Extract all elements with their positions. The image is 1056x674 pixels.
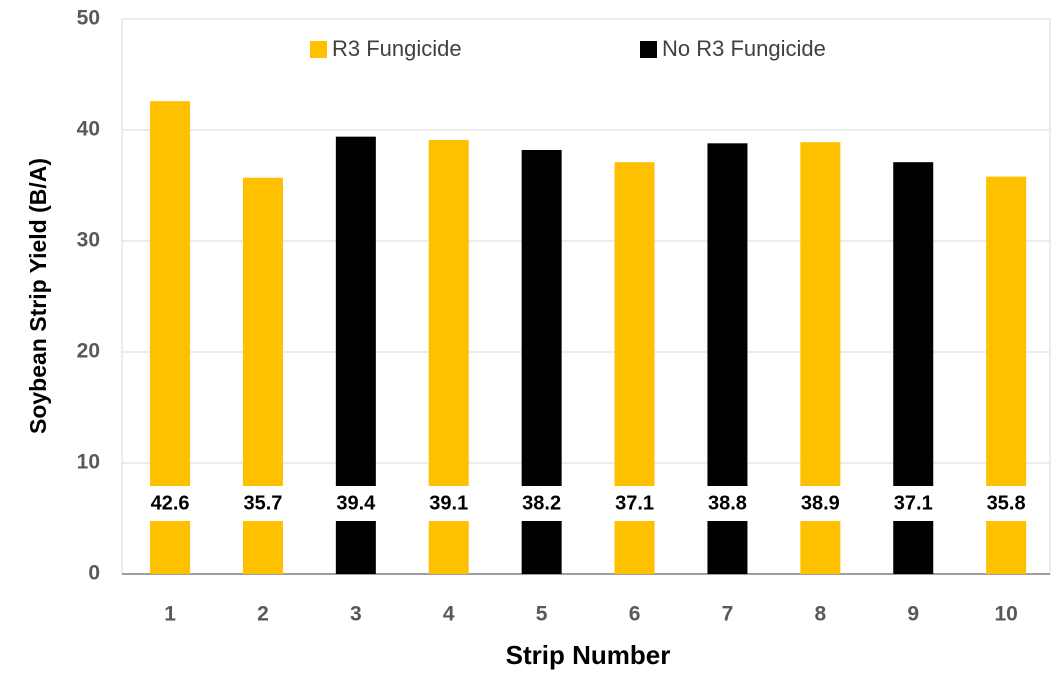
x-tick-label: 5 [536, 603, 548, 626]
legend-label: R3 Fungicide [332, 36, 462, 61]
y-tick-label: 0 [88, 562, 100, 585]
x-tick-label: 10 [994, 603, 1017, 626]
data-label: 37.1 [615, 492, 654, 514]
legend-swatch [310, 41, 327, 58]
data-label: 35.8 [987, 492, 1026, 514]
x-axis-title: Strip Number [506, 640, 671, 670]
x-tick-label: 2 [257, 603, 269, 626]
legend-swatch [640, 41, 657, 58]
x-tick-label: 4 [443, 603, 455, 626]
x-tick-label: 1 [164, 603, 176, 626]
data-label: 39.1 [429, 492, 468, 514]
data-label: 42.6 [151, 492, 190, 514]
y-tick-label: 10 [77, 451, 100, 474]
x-tick-label: 3 [350, 603, 362, 626]
data-label: 37.1 [894, 492, 933, 514]
y-tick-label: 20 [77, 340, 100, 363]
label-band [125, 486, 1045, 521]
y-tick-label: 50 [77, 7, 100, 30]
x-tick-label: 9 [907, 603, 919, 626]
y-tick-label: 30 [77, 229, 100, 252]
y-tick-label: 40 [77, 118, 100, 141]
x-tick-label: 8 [815, 603, 827, 626]
x-tick-label: 6 [629, 603, 641, 626]
legend-label: No R3 Fungicide [662, 36, 826, 61]
data-label: 39.4 [336, 492, 376, 514]
data-label: 38.8 [708, 492, 747, 514]
y-axis-title: Soybean Strip Yield (B/A) [25, 158, 51, 434]
data-label: 38.2 [522, 492, 561, 514]
x-tick-label: 7 [722, 603, 734, 626]
data-label: 38.9 [801, 492, 840, 514]
data-label: 35.7 [243, 492, 282, 514]
